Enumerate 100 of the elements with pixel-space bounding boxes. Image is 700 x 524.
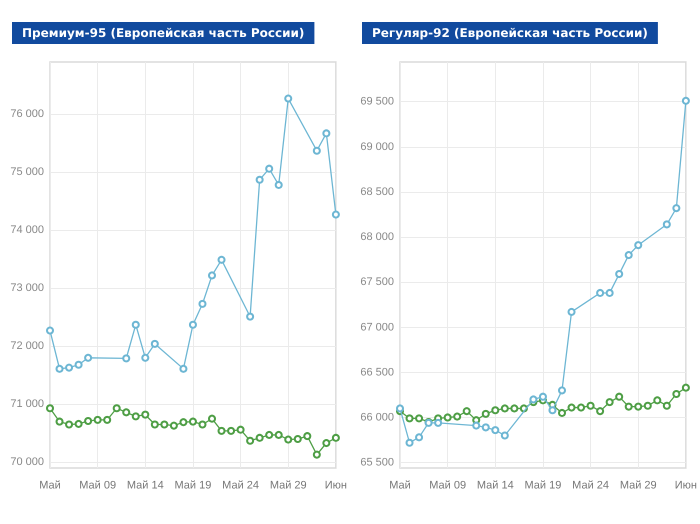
point	[644, 402, 652, 410]
point	[312, 146, 321, 155]
point	[586, 402, 595, 410]
point	[46, 326, 54, 335]
point	[634, 402, 642, 411]
point	[538, 392, 547, 401]
point	[198, 420, 206, 428]
x-tick-label: Июн	[674, 480, 697, 492]
point	[312, 450, 321, 459]
point	[94, 416, 102, 424]
point	[444, 413, 452, 422]
y-tick-label: 68 000	[360, 231, 394, 244]
point	[284, 94, 292, 103]
point	[606, 288, 614, 297]
y-tick-label: 71 000	[10, 398, 44, 410]
y-tick-label: 66 000	[360, 411, 394, 424]
point	[682, 384, 690, 392]
y-tick-label: 67 500	[360, 276, 394, 288]
x-tick-label: Май 24	[572, 480, 610, 492]
point	[84, 417, 92, 426]
y-tick-label: 70 000	[10, 456, 44, 468]
point	[510, 404, 518, 412]
y-tick-label: 75 000	[10, 166, 44, 178]
point	[332, 434, 340, 442]
point	[65, 420, 74, 428]
point	[74, 420, 83, 428]
point	[406, 438, 414, 447]
point	[141, 354, 150, 362]
point	[208, 414, 216, 423]
point	[141, 410, 150, 419]
x-tick-label: Май 09	[429, 480, 466, 492]
y-tick-label: 76 000	[10, 108, 44, 120]
point	[56, 418, 64, 426]
point	[256, 176, 264, 184]
point	[482, 410, 490, 418]
point	[558, 408, 566, 417]
x-tick-label: Май 19	[524, 480, 562, 492]
point	[472, 422, 480, 430]
point	[218, 256, 226, 264]
y-tick-label: 65 500	[360, 456, 394, 469]
point	[227, 426, 236, 435]
point	[265, 430, 274, 439]
y-tick-label: 69 500	[360, 96, 394, 108]
point	[568, 404, 576, 412]
y-tick-label: 74 000	[10, 224, 44, 236]
y-tick-label: 73 000	[10, 282, 44, 294]
point	[122, 408, 130, 416]
point	[132, 412, 140, 420]
point	[406, 414, 414, 422]
point	[84, 354, 92, 362]
point	[103, 416, 112, 424]
y-tick-label: 66 500	[360, 366, 394, 378]
point	[568, 308, 576, 316]
point	[500, 432, 509, 440]
chart-title: Регуляр-92 (Европейская часть России)	[372, 26, 648, 40]
point	[624, 251, 633, 260]
point	[624, 402, 633, 411]
y-tick-label: 72 000	[10, 340, 44, 352]
y-tick-label: 67 000	[360, 321, 394, 334]
y-tick-label: 69 000	[360, 140, 394, 153]
point	[170, 422, 178, 430]
point	[491, 406, 500, 414]
point	[179, 364, 188, 373]
point	[548, 406, 556, 414]
x-tick-label: Май 29	[270, 480, 307, 492]
point	[218, 426, 226, 435]
point	[558, 386, 566, 394]
point	[332, 210, 340, 219]
point	[132, 320, 140, 329]
point	[322, 439, 330, 448]
point	[160, 420, 168, 428]
point	[246, 436, 254, 445]
point	[634, 241, 642, 250]
point	[322, 129, 330, 138]
point	[596, 407, 604, 416]
x-tick-label: Май 14	[476, 480, 514, 492]
point	[596, 288, 604, 297]
point	[462, 407, 471, 416]
point	[662, 220, 671, 228]
point	[615, 392, 624, 401]
point	[434, 418, 442, 427]
point	[482, 423, 490, 432]
point	[256, 434, 264, 442]
chart-title: Премиум-95 (Европейская часть России)	[22, 26, 304, 40]
point	[500, 404, 509, 412]
point	[150, 420, 159, 428]
x-tick-label: Май	[39, 480, 61, 492]
point	[396, 404, 404, 412]
point	[615, 270, 624, 278]
point	[672, 390, 680, 398]
point	[653, 396, 662, 404]
point	[453, 412, 462, 421]
point	[246, 312, 254, 321]
point	[294, 435, 302, 443]
point	[577, 404, 586, 412]
point	[415, 414, 424, 422]
x-tick-label: Май 19	[174, 480, 212, 492]
x-tick-label: Май 29	[620, 480, 657, 492]
point	[415, 433, 424, 442]
point	[662, 402, 671, 410]
